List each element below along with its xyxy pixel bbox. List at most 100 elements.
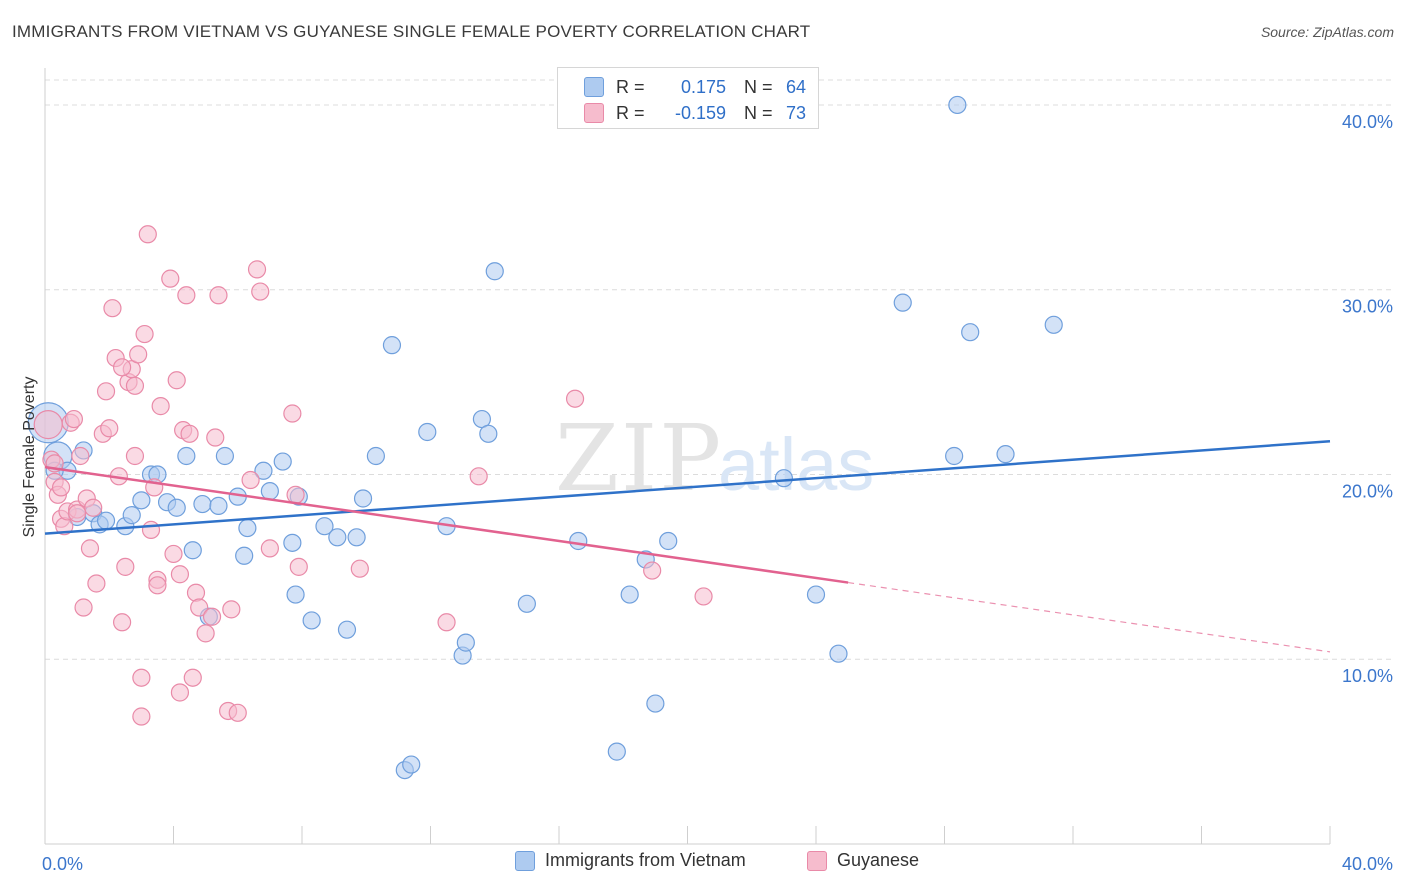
guyanese-point <box>68 504 87 523</box>
vietnam-point <box>366 446 385 466</box>
guyanese-point <box>260 539 279 558</box>
y-tick-label-1: 20.0% <box>1342 481 1393 501</box>
guyanese-point <box>286 485 305 504</box>
guyanese-point <box>350 559 369 578</box>
vietnam-point <box>273 452 292 471</box>
chart-title: IMMIGRANTS FROM VIETNAM VS GUYANESE SING… <box>12 22 811 41</box>
y-tick-label-3: 40.0% <box>1342 112 1393 132</box>
vietnam-point <box>945 446 964 466</box>
legend-n-value: 73 <box>786 102 807 123</box>
vietnam-point <box>829 644 848 663</box>
guyanese-point <box>283 404 302 423</box>
vietnam-point <box>402 755 421 774</box>
guyanese-point <box>151 397 170 416</box>
vietnam-point <box>479 424 498 443</box>
vietnam-point <box>996 445 1015 464</box>
source-label: Source: ZipAtlas.com <box>1260 24 1394 40</box>
x-tick-labels: 0.0% 40.0% <box>42 854 1393 874</box>
y-axis-label: Single Female Poverty <box>21 377 38 538</box>
guyanese-point <box>180 424 199 443</box>
guyanese-point <box>132 707 151 726</box>
gridlines <box>45 79 1392 660</box>
x-tick-label-left: 0.0% <box>42 854 83 874</box>
guyanese-point <box>289 557 308 576</box>
legend-bottom: Immigrants from Vietnam Guyanese <box>0 850 1406 878</box>
vietnam-point <box>659 531 678 551</box>
vietnam-point <box>302 611 321 630</box>
vietnam-point <box>517 594 536 613</box>
vietnam-point <box>238 518 257 538</box>
guyanese-point <box>112 613 132 632</box>
vietnam-point <box>193 494 212 514</box>
vietnam-point <box>485 262 504 281</box>
vietnam-point <box>646 694 665 713</box>
guyanese-point <box>103 299 122 318</box>
guyanese-point <box>177 286 196 305</box>
guyanese-trend-line <box>44 465 849 584</box>
guyanese-point <box>125 376 145 395</box>
watermark-atlas: atlas <box>718 423 874 506</box>
vietnam-point <box>337 620 357 639</box>
guyanese-point <box>202 607 222 626</box>
vietnam-point <box>347 528 366 547</box>
vietnam-point <box>167 498 186 517</box>
legend-item-guyanese: Guyanese <box>807 850 919 871</box>
vietnam-point <box>1044 315 1063 334</box>
vietnam-point <box>382 336 402 355</box>
guyanese-point <box>87 574 106 593</box>
vietnam-point <box>806 585 826 604</box>
guyanese-point <box>694 587 713 606</box>
legend-swatch-vietnam <box>584 77 604 97</box>
legend-item-vietnam: Immigrants from Vietnam <box>515 850 746 871</box>
series-guyanese-points <box>33 225 713 726</box>
legend-label-vietnam: Immigrants from Vietnam <box>545 850 746 870</box>
vietnam-point <box>209 496 228 515</box>
guyanese-point <box>64 409 84 429</box>
vietnam-point <box>569 531 588 551</box>
legend-r-label: R = <box>616 76 645 97</box>
guyanese-point <box>437 613 456 632</box>
guyanese-point <box>247 260 267 279</box>
trend-lines <box>44 439 1331 653</box>
guyanese-point <box>148 576 167 595</box>
legend-r-value: 0.175 <box>680 76 726 97</box>
vietnam-point <box>456 633 475 652</box>
legend-label-guyanese: Guyanese <box>837 850 920 870</box>
vietnam-point <box>774 469 793 488</box>
guyanese-point <box>164 544 183 564</box>
guyanese-point <box>183 668 202 687</box>
guyanese-point <box>141 520 161 540</box>
guyanese-point <box>51 478 71 497</box>
legend-swatch-vietnam <box>515 850 535 871</box>
guyanese-point <box>196 624 215 643</box>
vietnam-point <box>177 446 196 466</box>
guyanese-point <box>251 282 270 301</box>
legend-row-guyanese: R = -0.159 N = 73 <box>584 102 806 124</box>
vietnam-point <box>254 461 273 480</box>
y-tick-labels: 10.0% 20.0% 30.0% 40.0% <box>1342 112 1393 686</box>
vietnam-point <box>418 422 437 442</box>
guyanese-point <box>241 470 260 490</box>
guyanese-point <box>80 539 100 558</box>
vietnam-point <box>893 293 912 312</box>
vietnam-trend-line <box>44 439 1331 535</box>
vietnam-point <box>315 517 334 536</box>
guyanese-point <box>643 561 662 580</box>
guyanese-trend-line-extrapolated <box>848 581 1331 653</box>
vietnam-point <box>132 491 151 510</box>
vietnam-point <box>122 506 141 525</box>
vietnam-point <box>183 541 202 560</box>
vietnam-point <box>328 528 347 547</box>
guyanese-point <box>222 600 241 619</box>
vietnam-point <box>96 511 116 530</box>
y-tick-label-0: 10.0% <box>1342 666 1393 686</box>
vietnam-point <box>235 546 254 565</box>
guyanese-point <box>84 498 103 517</box>
guyanese-point <box>469 467 488 486</box>
guyanese-point <box>190 598 209 617</box>
vietnam-point <box>961 323 980 342</box>
guyanese-point <box>209 286 228 305</box>
vietnam-point <box>260 482 279 501</box>
vietnam-point <box>353 489 373 508</box>
